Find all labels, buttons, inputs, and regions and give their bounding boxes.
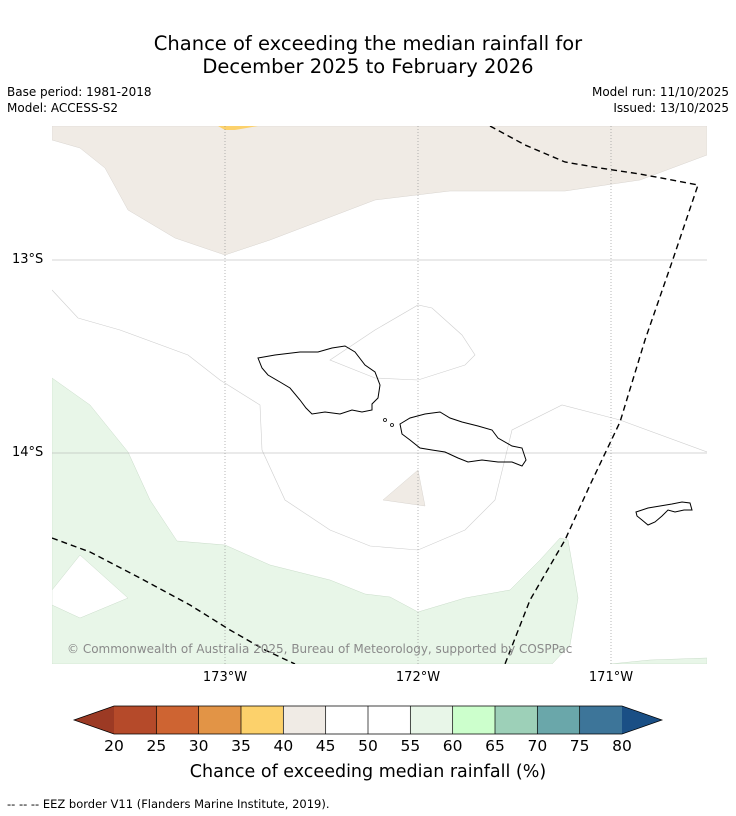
- graticule-lat: [52, 259, 707, 454]
- contour-lines: [52, 289, 707, 551]
- lon-label-173w: 173°W: [202, 670, 248, 685]
- green-sliver-se: [609, 657, 707, 664]
- white-hole-south: [52, 554, 129, 619]
- model-run: Model run: 11/10/2025: [591, 85, 729, 99]
- colorbar-bin-60-65: [452, 706, 495, 734]
- colorbar-bin-75-80: [579, 706, 622, 734]
- island-savaii: [257, 345, 381, 415]
- colorbar-bin-25-30: [156, 706, 199, 734]
- colorbar-tick-50: 50: [358, 737, 378, 755]
- colorbar-bin-45-50: [325, 706, 368, 734]
- colorbar-bin-65-70: [495, 706, 538, 734]
- colorbar-tick-40: 40: [273, 737, 294, 755]
- colorbar-tick-45: 45: [315, 737, 336, 755]
- eez-border: [52, 126, 699, 664]
- model-name: Model: ACCESS-S2: [7, 101, 119, 115]
- issued-date: Issued: 13/10/2025: [613, 101, 729, 115]
- islet-1: [383, 418, 387, 422]
- colorbar-tick-35: 35: [231, 737, 251, 755]
- islet-2: [390, 423, 394, 427]
- lat-label-14s: 14°S: [12, 445, 44, 460]
- colorbar-tick-65: 65: [485, 737, 505, 755]
- colorbar-label: Chance of exceeding median rainfall (%): [189, 762, 547, 782]
- colorbar-bin-40-45: [283, 706, 326, 734]
- island-tutuila: [635, 501, 693, 526]
- base-period: Base period: 1981-2018: [7, 85, 152, 99]
- colorbar-extend-low: [74, 706, 114, 734]
- orange-patch: [218, 126, 258, 130]
- map-title-line1: Chance of exceeding the median rainfall …: [153, 32, 583, 55]
- colorbar-outline: [72, 705, 664, 735]
- beige-patch-central: [382, 469, 426, 507]
- lon-label-172w: 172°W: [395, 670, 441, 685]
- colorbar: [72, 705, 664, 735]
- eez-footnote: -- -- -- EEZ border V11 (Flanders Marine…: [7, 797, 330, 811]
- colorbar-tick-75: 75: [569, 737, 590, 755]
- copyright-text: © Commonwealth of Australia 2025, Bureau…: [67, 642, 572, 656]
- island-upolu: [399, 411, 527, 467]
- colorbar-bin-55-60: [410, 706, 453, 734]
- colorbar-tick-55: 55: [400, 737, 421, 755]
- colorbar-bin-30-35: [198, 706, 241, 734]
- colorbar-tick-80: 80: [612, 737, 632, 755]
- colorbar-extend-high: [622, 706, 662, 734]
- colorbar-tick-70: 70: [527, 737, 548, 755]
- colorbar-bin-20-25: [114, 706, 157, 734]
- map-title-line2: December 2025 to February 2026: [202, 55, 534, 78]
- lon-label-171w: 171°W: [588, 670, 634, 685]
- colorbar-tick-20: 20: [104, 737, 124, 755]
- beige-region-north: [52, 126, 707, 256]
- colorbar-tick-60: 60: [442, 737, 463, 755]
- colorbar-tick-30: 30: [188, 737, 209, 755]
- colorbar-bin-70-75: [537, 706, 580, 734]
- colorbar-tick-25: 25: [146, 737, 167, 755]
- colorbar-bin-35-40: [241, 706, 284, 734]
- colorbar-bin-50-55: [368, 706, 411, 734]
- lat-label-13s: 13°S: [12, 252, 44, 267]
